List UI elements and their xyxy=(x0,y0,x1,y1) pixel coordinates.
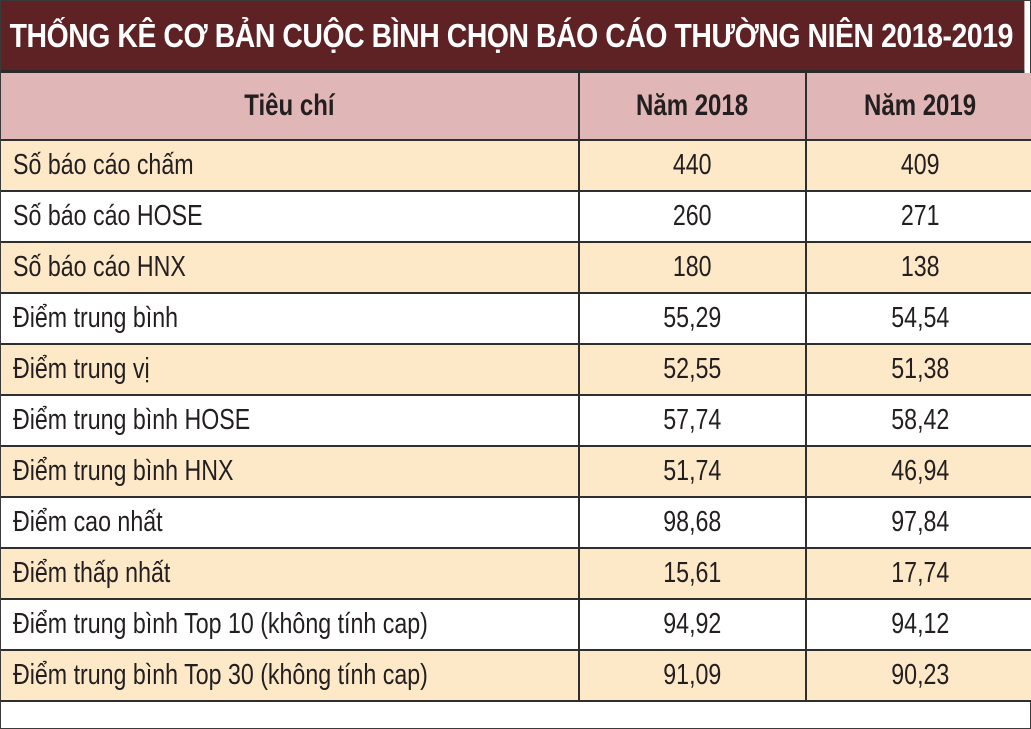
value-2019-cell: 58,42 xyxy=(805,394,1031,447)
value-2019-cell: 138 xyxy=(805,241,1031,294)
criteria-cell: Điểm trung bình Top 30 (không tính cap) xyxy=(1,649,580,702)
value-2019-cell: 46,94 xyxy=(805,445,1031,498)
table-row: Điểm trung bình HOSE 57,74 58,42 xyxy=(1,394,1031,447)
value-2018-cell: 51,74 xyxy=(578,445,807,498)
value-2019-cell: 271 xyxy=(805,190,1031,243)
value-2018-cell: 52,55 xyxy=(578,343,807,396)
value-2019-cell: 51,38 xyxy=(805,343,1031,396)
criteria-cell: Số báo cáo HNX xyxy=(1,241,580,294)
criteria-cell: Điểm trung bình xyxy=(1,292,580,345)
value-2019-cell: 54,54 xyxy=(805,292,1031,345)
value-2018-cell: 55,29 xyxy=(578,292,807,345)
table-row: Điểm thấp nhất 15,61 17,74 xyxy=(1,547,1031,600)
criteria-cell: Điểm trung bình HNX xyxy=(1,445,580,498)
header-2018: Năm 2018 xyxy=(578,73,807,141)
header-criteria: Tiêu chí xyxy=(1,73,580,141)
criteria-cell: Số báo cáo chấm xyxy=(1,139,580,192)
value-2018-cell: 180 xyxy=(578,241,807,294)
value-2019-cell: 94,12 xyxy=(805,598,1031,651)
table-row: Điểm trung vị 52,55 51,38 xyxy=(1,343,1031,396)
value-2018-cell: 15,61 xyxy=(578,547,807,600)
table-row: Điểm trung bình HNX 51,74 46,94 xyxy=(1,445,1031,498)
value-2019-cell: 97,84 xyxy=(805,496,1031,549)
criteria-cell: Điểm trung bình HOSE xyxy=(1,394,580,447)
criteria-cell: Số báo cáo HOSE xyxy=(1,190,580,243)
criteria-cell: Điểm thấp nhất xyxy=(1,547,580,600)
value-2018-cell: 98,68 xyxy=(578,496,807,549)
value-2018-cell: 57,74 xyxy=(578,394,807,447)
value-2019-cell: 17,74 xyxy=(805,547,1031,600)
value-2019-cell: 409 xyxy=(805,139,1031,192)
value-2018-cell: 260 xyxy=(578,190,807,243)
value-2018-cell: 440 xyxy=(578,139,807,192)
criteria-cell: Điểm cao nhất xyxy=(1,496,580,549)
value-2018-cell: 94,92 xyxy=(578,598,807,651)
table-row: Điểm trung bình Top 10 (không tính cap) 9… xyxy=(1,598,1031,651)
table-title: THỐNG KÊ CƠ BẢN CUỘC BÌNH CHỌN BÁO CÁO T… xyxy=(1,1,1025,73)
table-row: Điểm cao nhất 98,68 97,84 xyxy=(1,496,1031,549)
table-header-row: Tiêu chí Năm 2018 Năm 2019 xyxy=(1,73,1031,141)
table-row: Số báo cáo HNX 180 138 xyxy=(1,241,1031,294)
table-row: Điểm trung bình 55,29 54,54 xyxy=(1,292,1031,345)
criteria-cell: Điểm trung bình Top 10 (không tính cap) xyxy=(1,598,580,651)
table-row: Số báo cáo chấm 440 409 xyxy=(1,139,1031,192)
table-row: Điểm trung bình Top 30 (không tính cap) 9… xyxy=(1,649,1031,702)
table-row: Số báo cáo HOSE 260 271 xyxy=(1,190,1031,243)
value-2018-cell: 91,09 xyxy=(578,649,807,702)
header-2019: Năm 2019 xyxy=(805,73,1031,141)
value-2019-cell: 90,23 xyxy=(805,649,1031,702)
stats-table: Tiêu chí Năm 2018 Năm 2019 Số báo cáo ch… xyxy=(1,73,1031,702)
criteria-cell: Điểm trung vị xyxy=(1,343,580,396)
